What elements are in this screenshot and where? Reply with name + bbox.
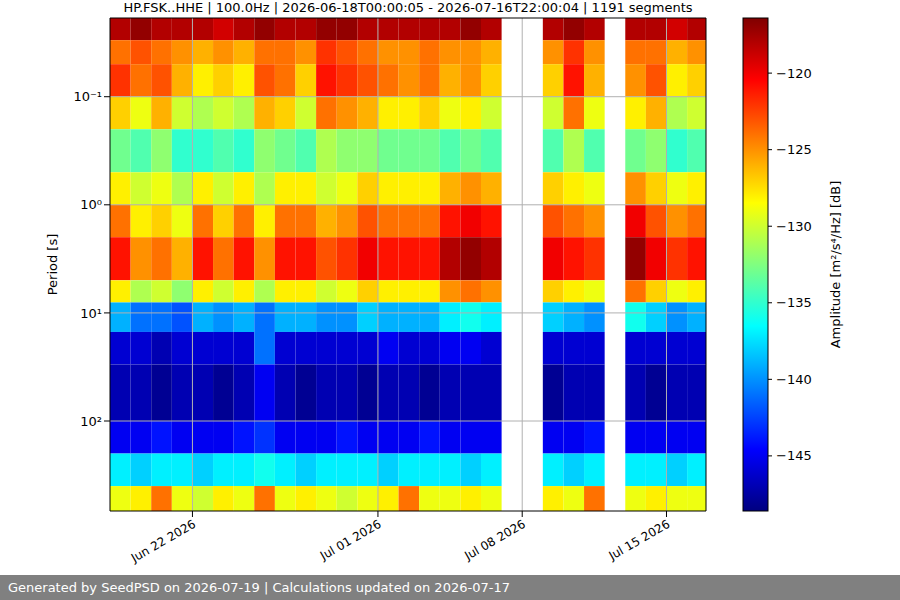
svg-text:Jun 22 2026: Jun 22 2026 <box>128 517 198 566</box>
svg-text:−125: −125 <box>776 142 812 157</box>
svg-text:−140: −140 <box>776 372 812 387</box>
svg-text:10⁻¹: 10⁻¹ <box>73 89 102 104</box>
svg-text:−135: −135 <box>776 295 812 310</box>
svg-text:Jul 08 2026: Jul 08 2026 <box>461 517 528 564</box>
svg-text:Amplitude [m²/s⁴/Hz] [dB]: Amplitude [m²/s⁴/Hz] [dB] <box>828 181 843 349</box>
svg-text:Jul 15 2026: Jul 15 2026 <box>606 517 673 564</box>
html-text:Generated by SeedPSD on 2026-0: Generated by SeedPSD on 2026-07-19 | Cal… <box>8 580 510 595</box>
svg-text:10²: 10² <box>80 414 102 429</box>
svg-text:Period [s]: Period [s] <box>45 234 60 296</box>
svg-text:−130: −130 <box>776 219 812 234</box>
html-text:HP.FSK..HHE | 100.0Hz | 2026-0: HP.FSK..HHE | 100.0Hz | 2026-06-18T00:00… <box>123 0 693 15</box>
svg-text:Jul 01 2026: Jul 01 2026 <box>317 517 384 564</box>
svg-text:−120: −120 <box>776 66 812 81</box>
svg-text:−145: −145 <box>776 448 812 463</box>
svg-text:10⁰: 10⁰ <box>80 197 102 212</box>
svg-text:10¹: 10¹ <box>80 306 102 321</box>
